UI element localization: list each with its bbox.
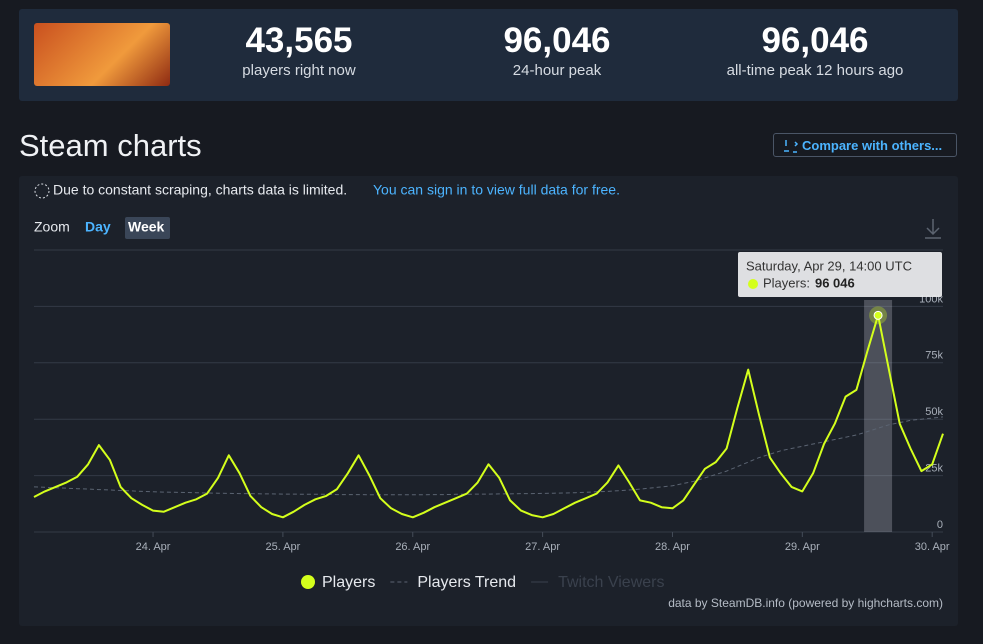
zoom-option[interactable]: Week bbox=[128, 219, 165, 235]
x-tick-label: 27. Apr bbox=[525, 541, 560, 553]
stat-value: 43,565 bbox=[245, 21, 353, 60]
series-line bbox=[33, 416, 944, 496]
notice-icon bbox=[34, 183, 50, 199]
tooltip-value: 96 046 bbox=[815, 275, 855, 290]
y-tick-label: 50k bbox=[925, 406, 943, 418]
tooltip bbox=[738, 252, 942, 297]
stat: 96,046 all-time peak 12 hours ago bbox=[695, 21, 935, 79]
game-logo[interactable] bbox=[34, 23, 170, 86]
stat-value: 96,046 bbox=[503, 21, 611, 60]
download-button[interactable] bbox=[925, 219, 941, 239]
tooltip-title: Saturday, Apr 29, 14:00 UTC bbox=[746, 258, 912, 273]
hover-point bbox=[873, 310, 883, 320]
legend-symbol bbox=[301, 575, 315, 589]
zoom-label: Zoom bbox=[34, 219, 70, 235]
x-tick-label: 24. Apr bbox=[136, 541, 171, 553]
x-tick-label: 30. Apr bbox=[915, 541, 950, 553]
x-tick-label: 25. Apr bbox=[265, 541, 300, 553]
hover-band bbox=[864, 300, 893, 532]
zoom-option[interactable]: Day bbox=[85, 219, 111, 235]
x-tick-label: 29. Apr bbox=[785, 541, 820, 553]
x-tick-label: 28. Apr bbox=[655, 541, 690, 553]
stat: 96,046 24-hour peak bbox=[437, 21, 677, 79]
compare-icon bbox=[784, 140, 799, 153]
legend-label[interactable]: Players Trend bbox=[417, 574, 516, 591]
stat-value: 96,046 bbox=[761, 21, 869, 60]
stat-label: all-time peak 12 hours ago bbox=[726, 62, 904, 79]
stats-panel: 43,565 players right now 96,046 24-hour pe… bbox=[19, 9, 958, 101]
notice-link[interactable]: You can sign in to view full data for fr… bbox=[373, 182, 620, 198]
y-tick-label: 25k bbox=[925, 463, 943, 475]
series-line bbox=[33, 314, 944, 519]
legend-label[interactable]: Twitch Viewers bbox=[558, 574, 664, 591]
credit: data by SteamDB.info (powered by highcha… bbox=[668, 596, 943, 610]
button-label[interactable]: Compare with others... bbox=[802, 138, 943, 153]
chart-panel bbox=[19, 176, 958, 626]
y-tick-label: 75k bbox=[925, 350, 943, 362]
zoom-selected bbox=[125, 217, 170, 239]
x-tick-label: 26. Apr bbox=[395, 541, 430, 553]
compare-button[interactable]: Compare with others... bbox=[773, 133, 957, 157]
notice: Due to constant scraping, charts data is… bbox=[53, 182, 347, 198]
stat-label: players right now bbox=[242, 62, 356, 79]
legend-label[interactable]: Players bbox=[322, 574, 375, 591]
tooltip-marker bbox=[748, 279, 758, 289]
tooltip-series: Players: bbox=[763, 275, 810, 290]
stat-label: 24-hour peak bbox=[512, 62, 602, 79]
y-tick-label: 0 bbox=[937, 519, 943, 531]
section-title: Steam charts bbox=[19, 128, 202, 163]
stat: 43,565 players right now bbox=[179, 21, 419, 79]
